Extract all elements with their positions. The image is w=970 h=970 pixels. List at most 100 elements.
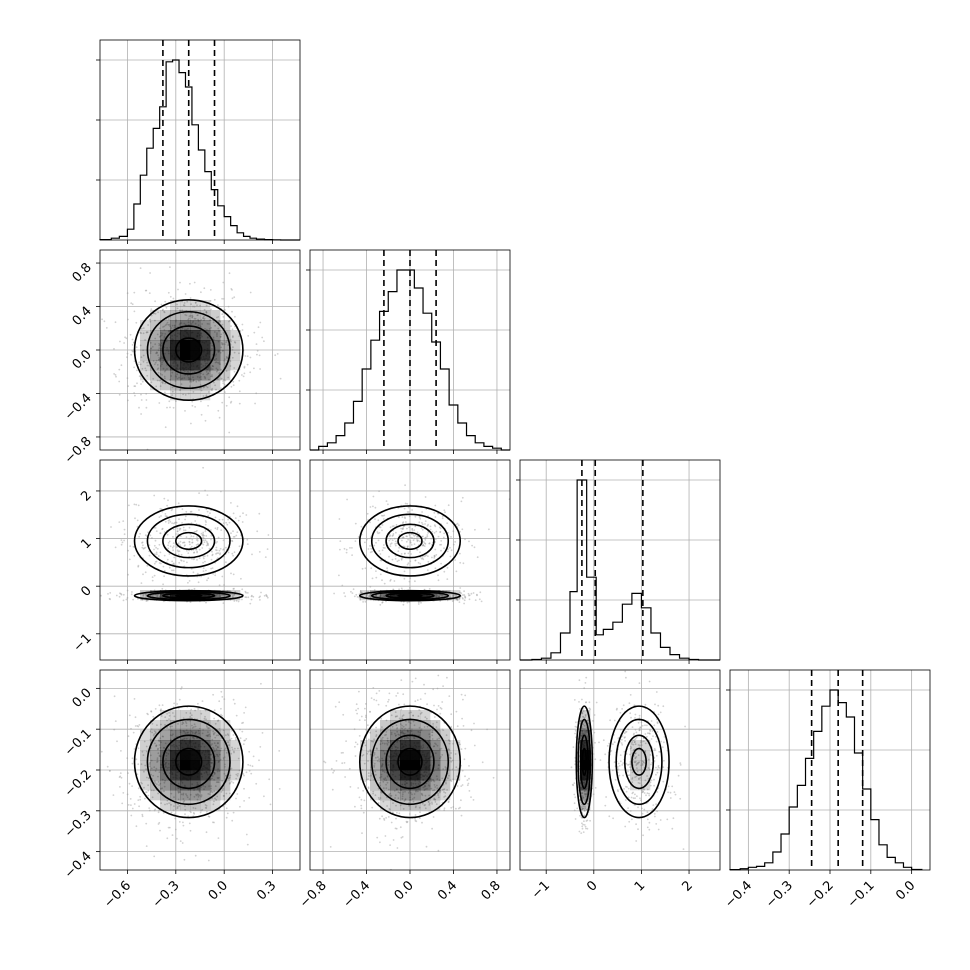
scatter-point xyxy=(408,727,411,730)
scatter-point xyxy=(202,395,205,397)
scatter-point xyxy=(452,742,455,745)
density-cell xyxy=(180,330,191,341)
scatter-point xyxy=(439,543,441,546)
scatter-point xyxy=(456,598,459,600)
scatter-point xyxy=(231,729,233,732)
scatter-point xyxy=(162,735,165,738)
density-cell xyxy=(160,750,171,761)
scatter-point xyxy=(156,352,159,354)
scatter-point xyxy=(170,792,173,795)
scatter-point xyxy=(218,362,221,365)
scatter-point xyxy=(216,742,219,745)
scatter-point xyxy=(218,319,221,322)
scatter-point xyxy=(420,601,422,604)
density-cell xyxy=(450,740,461,751)
scatter-point xyxy=(255,343,258,345)
density-cell xyxy=(170,590,181,601)
density-cell xyxy=(360,740,371,751)
density-cell xyxy=(140,770,151,781)
scatter-point xyxy=(278,788,281,790)
scatter-point xyxy=(204,328,206,330)
scatter-point xyxy=(216,335,218,338)
scatter-point xyxy=(222,382,225,385)
scatter-point xyxy=(369,585,372,588)
scatter-point xyxy=(392,533,395,535)
scatter-point xyxy=(422,558,425,561)
scatter-point xyxy=(150,347,153,350)
density-cell xyxy=(140,760,151,771)
scatter-point xyxy=(442,685,444,687)
scatter-point xyxy=(154,742,156,745)
scatter-point xyxy=(323,760,325,763)
scatter-point xyxy=(248,769,251,772)
scatter-point xyxy=(407,719,410,722)
scatter-point xyxy=(120,593,123,596)
scatter-point xyxy=(387,698,390,701)
scatter-point xyxy=(367,548,370,550)
scatter-point xyxy=(131,303,134,306)
density-cell xyxy=(410,800,421,811)
scatter-point xyxy=(381,549,384,552)
scatter-point xyxy=(73,289,75,291)
scatter-point xyxy=(235,714,238,717)
scatter-point xyxy=(145,369,148,372)
scatter-point xyxy=(146,564,149,567)
scatter-point xyxy=(222,795,225,797)
scatter-point xyxy=(401,836,404,838)
scatter-point xyxy=(172,562,175,565)
scatter-point xyxy=(200,794,203,796)
scatter-point xyxy=(213,771,216,774)
density-cell xyxy=(210,360,221,371)
scatter-point xyxy=(145,600,148,602)
scatter-point xyxy=(430,778,433,781)
scatter-point xyxy=(416,699,419,701)
scatter-point xyxy=(158,543,161,546)
scatter-point xyxy=(172,542,175,544)
scatter-point xyxy=(252,755,255,758)
scatter-point xyxy=(421,511,423,513)
scatter-point xyxy=(144,367,147,370)
scatter-point xyxy=(171,560,174,563)
histogram-step-line xyxy=(729,689,923,871)
scatter-point xyxy=(227,320,230,323)
scatter-point xyxy=(439,712,442,715)
scatter-point xyxy=(376,748,378,750)
scatter-point xyxy=(197,314,199,316)
scatter-point xyxy=(203,375,206,378)
scatter-point xyxy=(191,315,194,318)
density-cell xyxy=(230,590,241,601)
scatter-point xyxy=(381,742,384,745)
scatter-point xyxy=(414,817,416,820)
scatter-point xyxy=(420,527,423,530)
scatter-point xyxy=(468,765,470,767)
scatter-point xyxy=(437,794,440,796)
scatter-point xyxy=(206,542,209,544)
scatter-point xyxy=(252,595,255,598)
scatter-point xyxy=(209,512,211,515)
scatter-point xyxy=(247,763,250,766)
scatter-point xyxy=(156,760,159,763)
scatter-point xyxy=(113,695,116,698)
scatter-point xyxy=(166,504,169,507)
scatter-point xyxy=(182,824,185,827)
scatter-point xyxy=(365,728,367,731)
scatter-point xyxy=(211,567,214,569)
scatter-point xyxy=(232,781,235,784)
scatter-point xyxy=(161,735,164,738)
scatter-point xyxy=(355,703,358,706)
scatter-point xyxy=(184,529,187,532)
scatter-point xyxy=(381,529,383,532)
scatter-point xyxy=(403,545,406,548)
scatter-point xyxy=(363,741,366,744)
scatter-point xyxy=(229,319,231,322)
scatter-point xyxy=(385,783,387,786)
axes-frame xyxy=(519,459,721,661)
scatter-point xyxy=(463,602,465,605)
scatter-point xyxy=(221,401,224,404)
scatter-point xyxy=(212,365,215,368)
scatter-point xyxy=(419,540,421,543)
scatter-point xyxy=(408,790,411,793)
scatter-point xyxy=(200,372,202,375)
scatter-point xyxy=(416,548,419,551)
scatter-point xyxy=(159,782,162,785)
